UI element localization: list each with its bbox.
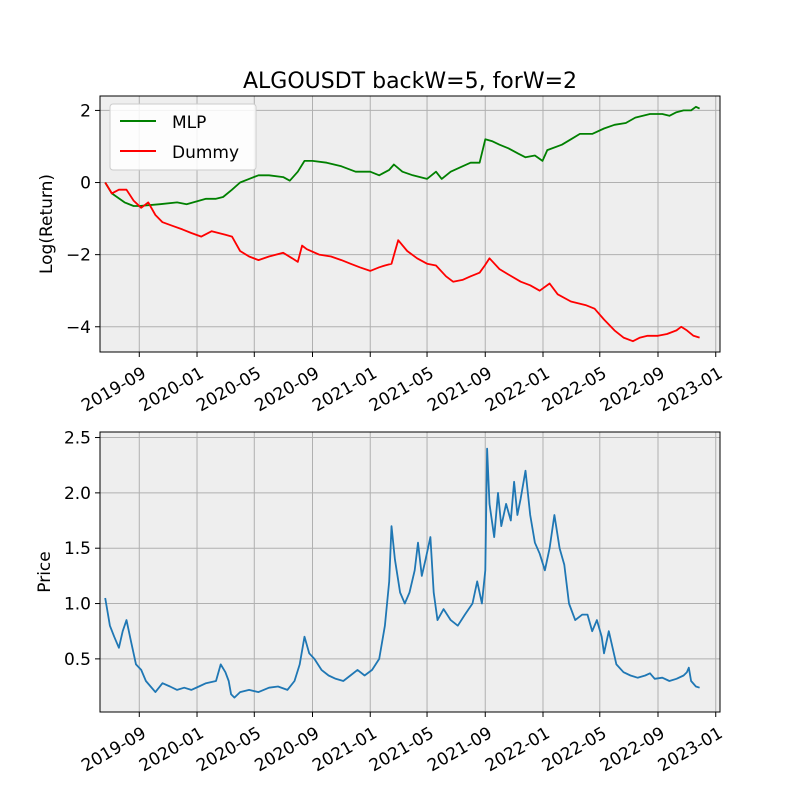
y-tick-label: 2	[80, 101, 91, 121]
plot-area-bottom	[100, 432, 720, 712]
y-tick-label: 1.0	[64, 595, 91, 615]
series-line-price	[104, 447, 700, 699]
y-tick-label: −4	[66, 318, 91, 338]
series-lines-bottom	[104, 447, 700, 699]
series-lines-top	[104, 105, 700, 343]
y-axis-label-top: Log(Return)	[37, 174, 57, 274]
y-tick-label: −2	[66, 246, 91, 266]
plot-frame-bottom	[99, 431, 721, 713]
y-tick-label: 0	[80, 174, 91, 194]
grid-bottom	[100, 432, 720, 712]
plot-frame-top	[99, 95, 721, 353]
y-axis-label-bottom: Price	[35, 551, 55, 592]
y-tick-label: 2.0	[64, 484, 91, 504]
y-tick-label: 0.5	[64, 650, 91, 670]
series-line-mlp	[104, 105, 700, 207]
series-line-dummy	[104, 182, 700, 343]
legend-label-mlp: MLP	[172, 113, 206, 133]
y-ticks-top: 2 0 −2 −4	[66, 101, 100, 338]
y-ticks-bottom: 2.5 2.0 1.5 1.0 0.5	[64, 429, 100, 670]
chart-title: ALGOUSDT backW=5, forW=2	[243, 69, 577, 94]
legend-label-dummy: Dummy	[172, 143, 239, 163]
legend: MLP Dummy	[109, 103, 257, 171]
y-tick-label: 2.5	[64, 429, 91, 449]
y-tick-label: 1.5	[64, 539, 91, 559]
